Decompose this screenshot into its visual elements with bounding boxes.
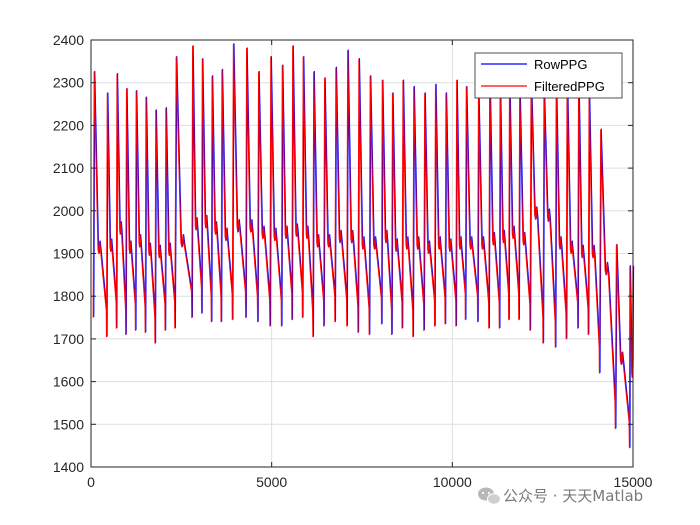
legend-box xyxy=(474,52,623,99)
x-tick-label: 0 xyxy=(87,474,95,490)
x-tick-label: 5000 xyxy=(256,474,287,490)
y-tick-label: 2300 xyxy=(53,75,84,91)
legend-label-filteredppg: FilteredPPG xyxy=(534,79,605,94)
axis-ticks: 0 5000 10000 15000 1400 1500 1600 1700 1800 1900 2… xyxy=(53,32,653,490)
y-tick-label: 1700 xyxy=(53,331,84,347)
series-lines xyxy=(92,43,635,449)
y-tick-label: 1500 xyxy=(53,416,84,432)
y-tick-label: 2000 xyxy=(53,203,84,219)
x-tick-label: 10000 xyxy=(433,474,472,490)
y-tick-label: 1900 xyxy=(53,246,84,262)
legend-label-rowppg: RowPPG xyxy=(534,57,587,72)
y-tick-label: 1400 xyxy=(53,459,84,475)
y-tick-label: 1600 xyxy=(53,374,84,390)
y-tick-label: 2100 xyxy=(53,160,84,176)
watermark: 公众号 · 天天Matlab xyxy=(478,487,643,505)
plot-area: 0 5000 10000 15000 1400 1500 1600 1700 1800 1900 2… xyxy=(53,32,653,490)
legend: RowPPG FilteredPPG xyxy=(474,52,623,99)
x-tick-label: 15000 xyxy=(614,474,653,490)
y-tick-label: 2200 xyxy=(53,117,84,133)
wechat-logo-icon xyxy=(478,487,501,505)
series-line-filteredppg xyxy=(92,43,634,449)
y-tick-label: 2400 xyxy=(53,32,84,48)
watermark-text: 公众号 · 天天Matlab xyxy=(503,487,643,505)
y-tick-label: 1800 xyxy=(53,288,84,304)
